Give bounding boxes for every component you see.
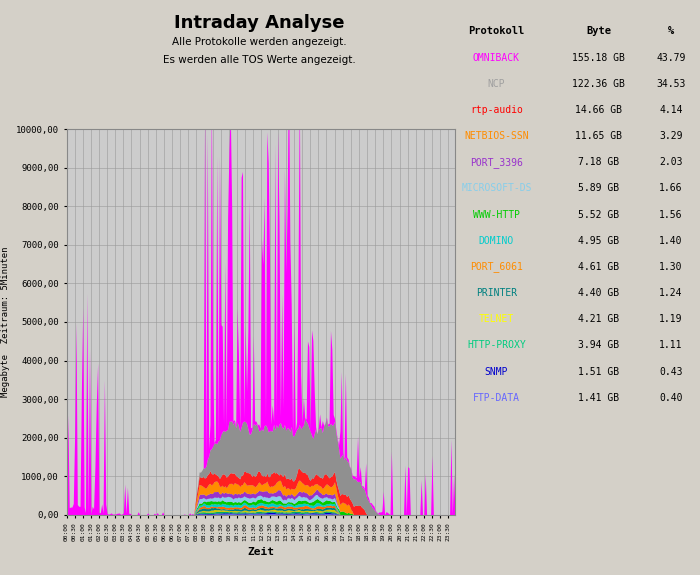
Text: 0.43: 0.43	[659, 367, 682, 377]
Text: NCP: NCP	[488, 79, 505, 89]
Text: DOMINO: DOMINO	[479, 236, 514, 246]
Text: 43.79: 43.79	[656, 53, 685, 63]
Text: 4.21 GB: 4.21 GB	[578, 315, 619, 324]
Text: 34.53: 34.53	[656, 79, 685, 89]
Text: HTTP-PROXY: HTTP-PROXY	[467, 340, 526, 350]
Text: 5.89 GB: 5.89 GB	[578, 183, 619, 193]
Text: 4.40 GB: 4.40 GB	[578, 288, 619, 298]
Text: Byte: Byte	[586, 26, 611, 36]
Text: 14.66 GB: 14.66 GB	[575, 105, 622, 115]
Text: Es werden alle TOS Werte angezeigt.: Es werden alle TOS Werte angezeigt.	[162, 55, 356, 64]
Text: 1.51 GB: 1.51 GB	[578, 367, 619, 377]
Text: 1.30: 1.30	[659, 262, 682, 272]
Text: 155.18 GB: 155.18 GB	[572, 53, 625, 63]
Text: 1.11: 1.11	[659, 340, 682, 350]
Text: 4.14: 4.14	[659, 105, 682, 115]
Text: 4.61 GB: 4.61 GB	[578, 262, 619, 272]
Text: 2.03: 2.03	[659, 158, 682, 167]
Text: OMNIBACK: OMNIBACK	[473, 53, 520, 63]
Text: PRINTER: PRINTER	[476, 288, 517, 298]
Text: 4.95 GB: 4.95 GB	[578, 236, 619, 246]
Text: NETBIOS-SSN: NETBIOS-SSN	[464, 131, 528, 141]
X-axis label: Zeit: Zeit	[247, 547, 274, 557]
Text: SNMP: SNMP	[484, 367, 508, 377]
Text: 1.56: 1.56	[659, 210, 682, 220]
Text: 11.65 GB: 11.65 GB	[575, 131, 622, 141]
Text: MICROSOFT-DS: MICROSOFT-DS	[461, 183, 532, 193]
Text: PORT_3396: PORT_3396	[470, 157, 523, 168]
Text: PORT_6061: PORT_6061	[470, 262, 523, 273]
Text: 3.94 GB: 3.94 GB	[578, 340, 619, 350]
Text: TELNET: TELNET	[479, 315, 514, 324]
Text: 1.40: 1.40	[659, 236, 682, 246]
Text: Protokoll: Protokoll	[468, 26, 524, 36]
Text: FTP-DATA: FTP-DATA	[473, 393, 520, 402]
Text: %: %	[668, 26, 674, 36]
Text: 1.19: 1.19	[659, 315, 682, 324]
Y-axis label: Megabyte  Zeitraum: 5Minuten: Megabyte Zeitraum: 5Minuten	[1, 247, 10, 397]
Text: 5.52 GB: 5.52 GB	[578, 210, 619, 220]
Text: 3.29: 3.29	[659, 131, 682, 141]
Text: 0.40: 0.40	[659, 393, 682, 402]
Text: 1.66: 1.66	[659, 183, 682, 193]
Text: 7.18 GB: 7.18 GB	[578, 158, 619, 167]
Text: Alle Protokolle werden angezeigt.: Alle Protokolle werden angezeigt.	[172, 37, 346, 47]
Text: Intraday Analyse: Intraday Analyse	[174, 14, 344, 32]
Text: rtp-audio: rtp-audio	[470, 105, 523, 115]
Text: WWW-HTTP: WWW-HTTP	[473, 210, 520, 220]
Text: 1.24: 1.24	[659, 288, 682, 298]
Text: 1.41 GB: 1.41 GB	[578, 393, 619, 402]
Text: 122.36 GB: 122.36 GB	[572, 79, 625, 89]
